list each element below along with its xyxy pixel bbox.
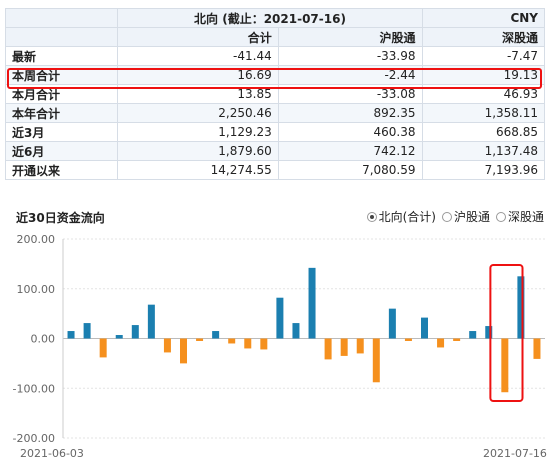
table-row: 本年合计 2,250.46 892.35 1,358.11 [4,103,545,123]
table-cell: 13.85 [117,84,279,104]
table-cell: 1,358.11 [421,103,545,123]
table-cell: -33.98 [277,46,423,66]
y-tick-label: 200.00 [17,233,56,246]
bar [244,338,252,349]
chart-title: 近30日资金流向 [16,211,105,225]
highlight-box-last-days [489,264,524,402]
bar [517,276,525,339]
table-corner [4,8,119,28]
column-header-empty [4,27,119,47]
table-cell: 460.38 [277,122,423,142]
bar [308,267,316,339]
table-row: 最新 -41.44 -33.98 -7.47 [4,46,545,66]
bar [421,317,428,339]
x-start-label: 2021-06-03 [20,447,84,460]
table-cell: 742.12 [277,141,423,161]
bar [485,326,493,339]
y-tick-label: 0.00 [31,333,56,346]
highlight-box-week-total [7,68,542,89]
y-tick-label: -200.00 [13,432,55,445]
bar [163,338,171,353]
bar [437,338,445,348]
bar [276,297,284,339]
series-radio-group[interactable]: 北向(合计) 沪股通 深股通 [366,208,544,225]
bar [388,308,396,339]
radio-label: 北向(合计) [378,210,436,224]
bar [228,338,236,344]
radio-shenzhen-connect[interactable]: 深股通 [495,208,544,225]
bar [131,325,139,339]
table-row: 近3月 1,129.23 460.38 668.85 [4,122,545,142]
bar [453,338,461,341]
bar [356,338,364,354]
bar [372,338,380,383]
bar [501,338,509,393]
table-row: 开通以来 14,274.55 7,080.59 7,193.96 [4,160,545,180]
column-header-sz: 深股通 [421,27,545,47]
x-end-label: 2021-07-16 [483,447,547,460]
radio-northbound-total[interactable]: 北向(合计) [366,208,436,225]
bar [67,331,75,339]
bar [196,338,204,341]
table-cell: -7.47 [421,46,545,66]
table-cell: 19.13 [421,65,545,85]
bar [404,338,412,341]
bar [115,335,123,339]
radio-label: 沪股通 [453,210,490,224]
bar [533,338,541,359]
row-label: 最新 [4,46,119,66]
table-cell: -2.44 [277,65,423,85]
bar [292,323,300,339]
row-label: 近3月 [4,122,119,142]
bar [324,338,332,360]
bar [260,338,268,350]
y-tick-label: -100.00 [13,382,55,395]
radio-unselected-icon[interactable] [441,211,452,222]
column-header-sh: 沪股通 [277,27,423,47]
radio-shanghai-connect[interactable]: 沪股通 [441,208,490,225]
row-label: 近6月 [4,141,119,161]
bar [99,338,107,358]
table-cell: 1,129.23 [117,122,279,142]
radio-unselected-icon[interactable] [495,211,506,222]
y-tick-label: 100.00 [17,283,56,296]
table-cell: 14,274.55 [117,160,279,180]
table-cell: 7,193.96 [421,160,545,180]
bar [469,331,477,339]
radio-label: 深股通 [507,210,544,224]
bar [180,338,187,364]
table-title: 北向 (截止：2021-07-16) [117,8,423,28]
bar [340,338,348,356]
table-cell: 892.35 [277,103,423,123]
row-label: 本月合计 [4,84,119,104]
radio-selected-icon[interactable] [366,211,377,222]
table-cell: 7,080.59 [277,160,423,180]
row-label: 开通以来 [4,160,119,180]
bar [147,304,155,339]
northbound-summary-table: 北向 (截止：2021-07-16) CNY 合计 沪股通 深股通 最新 -41.… [4,8,545,180]
bar [83,323,91,339]
bar [212,331,220,339]
